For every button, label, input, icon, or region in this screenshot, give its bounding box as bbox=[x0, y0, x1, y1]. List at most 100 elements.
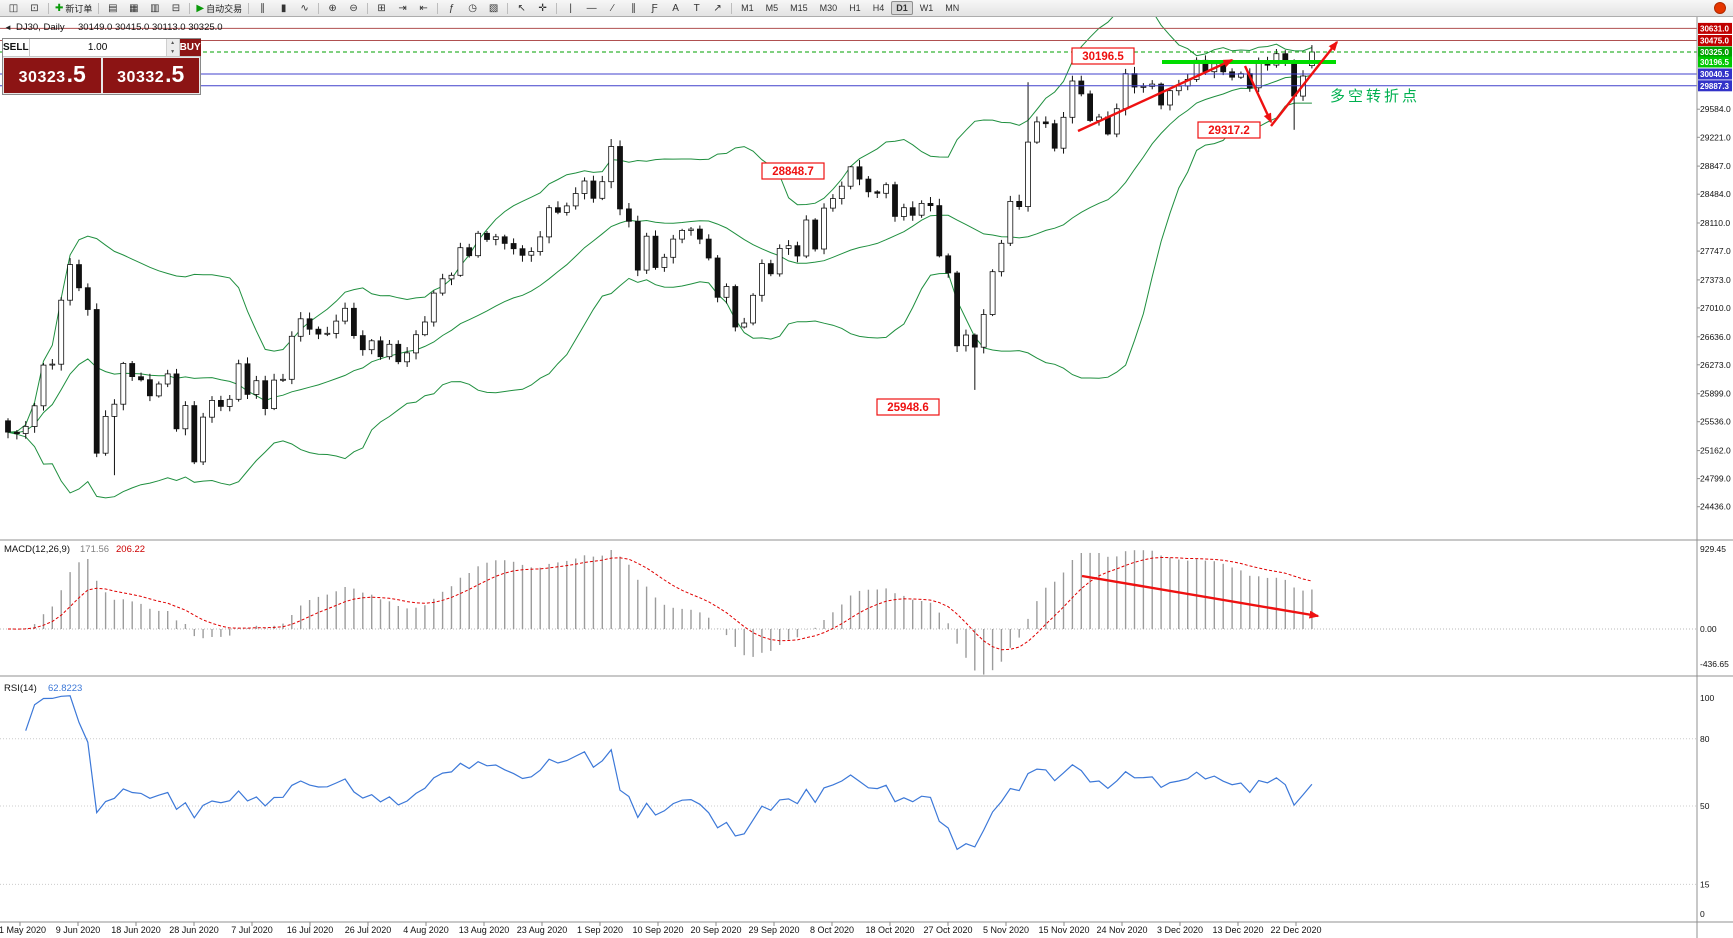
trendline-button[interactable]: ∕ bbox=[602, 1, 623, 16]
zoom-in-button[interactable]: ⊕ bbox=[322, 1, 343, 16]
sell-button[interactable]: SELL bbox=[3, 39, 30, 56]
line-chart-button[interactable]: ∿ bbox=[294, 1, 315, 16]
date-label: 3 Dec 2020 bbox=[1157, 925, 1203, 935]
vertical-line-button[interactable]: | bbox=[560, 1, 581, 16]
trend-arrow-object[interactable] bbox=[1270, 40, 1338, 127]
market-watch-icon: ▤ bbox=[108, 2, 118, 14]
timeframe-mn-button[interactable]: MN bbox=[945, 3, 960, 13]
timeframe-m30-button[interactable]: M30 bbox=[819, 3, 838, 13]
date-label: 8 Oct 2020 bbox=[810, 925, 854, 935]
candle-body bbox=[1149, 83, 1156, 87]
buy-price-box[interactable]: 30332 .5 bbox=[102, 58, 199, 93]
tile-windows-icon: ⊞ bbox=[377, 2, 386, 14]
templates-icon: ▧ bbox=[488, 2, 499, 14]
trade-prices-row: 30323 .5 30332 .5 bbox=[3, 57, 200, 94]
price-callout-object[interactable] bbox=[1197, 121, 1261, 139]
toolbar: ◫ ⊡ ✚ 新订单 ▤ ▦ ▥ ⊟ ▶ 自动交易 ∥ ▮ ∿ ⊕ ⊖ ⊞ ⇥ ⇤ ƒ ◷ ▧ ↖ ✛ | — ∕ ∥ Ƒ A T ↗ M1 M5… bbox=[0, 0, 1733, 17]
tile-windows-button[interactable]: ⊞ bbox=[371, 1, 392, 16]
navigator-button[interactable]: ▥ bbox=[144, 1, 165, 16]
new-order-button[interactable]: ✚ 新订单 bbox=[52, 1, 95, 16]
candle-body bbox=[350, 307, 357, 336]
auto-scroll-button[interactable]: ⇥ bbox=[392, 1, 413, 16]
volume-input[interactable] bbox=[29, 39, 166, 56]
notifications-badge-icon[interactable] bbox=[1714, 2, 1726, 14]
candle-body bbox=[821, 207, 827, 250]
crosshair-button[interactable]: ✛ bbox=[532, 1, 553, 16]
chart-note-text[interactable]: 多空转折点 bbox=[1330, 88, 1420, 105]
volume-decrease-button[interactable]: ▼ bbox=[166, 47, 179, 56]
timeframe-w1-button[interactable]: W1 bbox=[919, 3, 934, 13]
candle-body bbox=[626, 208, 632, 222]
candle-body bbox=[342, 307, 349, 322]
timeframe-h1-button[interactable]: H1 bbox=[849, 3, 861, 13]
candle-body bbox=[1007, 200, 1014, 244]
data-window-button[interactable]: ▦ bbox=[123, 1, 144, 16]
date-label: 18 Jun 2020 bbox=[111, 925, 161, 935]
sell-price-box[interactable]: 30323 .5 bbox=[4, 58, 101, 93]
text-button[interactable]: A bbox=[665, 1, 686, 16]
buy-price-frac: .5 bbox=[165, 61, 185, 87]
text-label-button[interactable]: T bbox=[686, 1, 707, 16]
candle-body bbox=[1042, 121, 1049, 125]
candle-body bbox=[102, 415, 109, 454]
timeframe-d1-button[interactable]: D1 bbox=[891, 1, 913, 15]
timeframe-m1-button[interactable]: M1 bbox=[741, 3, 754, 13]
indicators-button[interactable]: ƒ bbox=[441, 1, 462, 16]
candle-body bbox=[776, 247, 783, 275]
candle-body bbox=[856, 166, 863, 180]
chart-list-arrow-icon[interactable]: ◄ bbox=[4, 23, 12, 32]
terminal-button[interactable]: ⊟ bbox=[165, 1, 186, 16]
candle-body bbox=[297, 318, 304, 337]
timeframe-m5-button[interactable]: M5 bbox=[765, 3, 779, 13]
candle-body bbox=[874, 191, 881, 194]
cursor-button[interactable]: ↖ bbox=[511, 1, 532, 16]
candle-body bbox=[732, 286, 739, 328]
periods-icon: ◷ bbox=[468, 2, 477, 14]
trade-controls-row: SELL ▲ ▼ BUY bbox=[3, 39, 201, 57]
candle-body bbox=[599, 181, 606, 199]
candle-body bbox=[191, 405, 198, 463]
price-axis-label: 27747.0 bbox=[1700, 246, 1731, 256]
bar-chart-button[interactable]: ∥ bbox=[252, 1, 273, 16]
new-chart-button[interactable]: ◫ bbox=[3, 1, 24, 16]
autotrading-button[interactable]: ▶ 自动交易 bbox=[193, 1, 245, 16]
price-callout-object[interactable] bbox=[876, 398, 940, 416]
text-icon: A bbox=[672, 2, 679, 14]
navigator-icon: ▥ bbox=[150, 2, 160, 14]
timeframe-h4-button[interactable]: H4 bbox=[872, 3, 885, 13]
periods-button[interactable]: ◷ bbox=[462, 1, 483, 16]
equidistant-channel-button[interactable]: ∥ bbox=[623, 1, 644, 16]
candle-body bbox=[164, 373, 171, 385]
rsi-scale-label: 50 bbox=[1700, 801, 1710, 811]
candle-body bbox=[909, 207, 916, 216]
candle-body bbox=[847, 166, 854, 187]
candlestick-chart-button[interactable]: ▮ bbox=[273, 1, 294, 16]
volume-increase-button[interactable]: ▲ bbox=[166, 39, 179, 48]
profiles-button[interactable]: ⊡ bbox=[24, 1, 45, 16]
trend-arrow-object[interactable] bbox=[1243, 65, 1273, 124]
fibonacci-button[interactable]: Ƒ bbox=[644, 1, 665, 16]
date-label: 13 Aug 2020 bbox=[459, 925, 510, 935]
trend-arrow-object[interactable] bbox=[1077, 58, 1234, 133]
trend-arrow-object[interactable] bbox=[1081, 574, 1320, 619]
price-callout-object[interactable] bbox=[1071, 47, 1135, 65]
rsi-scale-label: 100 bbox=[1700, 693, 1714, 703]
market-watch-button[interactable]: ▤ bbox=[102, 1, 123, 16]
bar-chart-icon: ∥ bbox=[260, 2, 266, 14]
zoom-out-button[interactable]: ⊖ bbox=[343, 1, 364, 16]
chart-shift-button[interactable]: ⇤ bbox=[413, 1, 434, 16]
candle-body bbox=[359, 335, 366, 351]
buy-button[interactable]: BUY bbox=[178, 39, 201, 56]
candle-body bbox=[5, 420, 11, 433]
candle-body bbox=[865, 178, 872, 193]
macd-scale-label: -436.65 bbox=[1700, 659, 1729, 669]
price-callout-object[interactable] bbox=[761, 162, 825, 180]
price-tag bbox=[1698, 46, 1732, 58]
horizontal-line-button[interactable]: — bbox=[581, 1, 602, 16]
arrows-tool-button[interactable]: ↗ bbox=[707, 1, 728, 16]
date-label: 24 Nov 2020 bbox=[1096, 925, 1147, 935]
templates-button[interactable]: ▧ bbox=[483, 1, 504, 16]
timeframe-m15-button[interactable]: M15 bbox=[790, 3, 808, 13]
candle-body bbox=[892, 184, 898, 217]
